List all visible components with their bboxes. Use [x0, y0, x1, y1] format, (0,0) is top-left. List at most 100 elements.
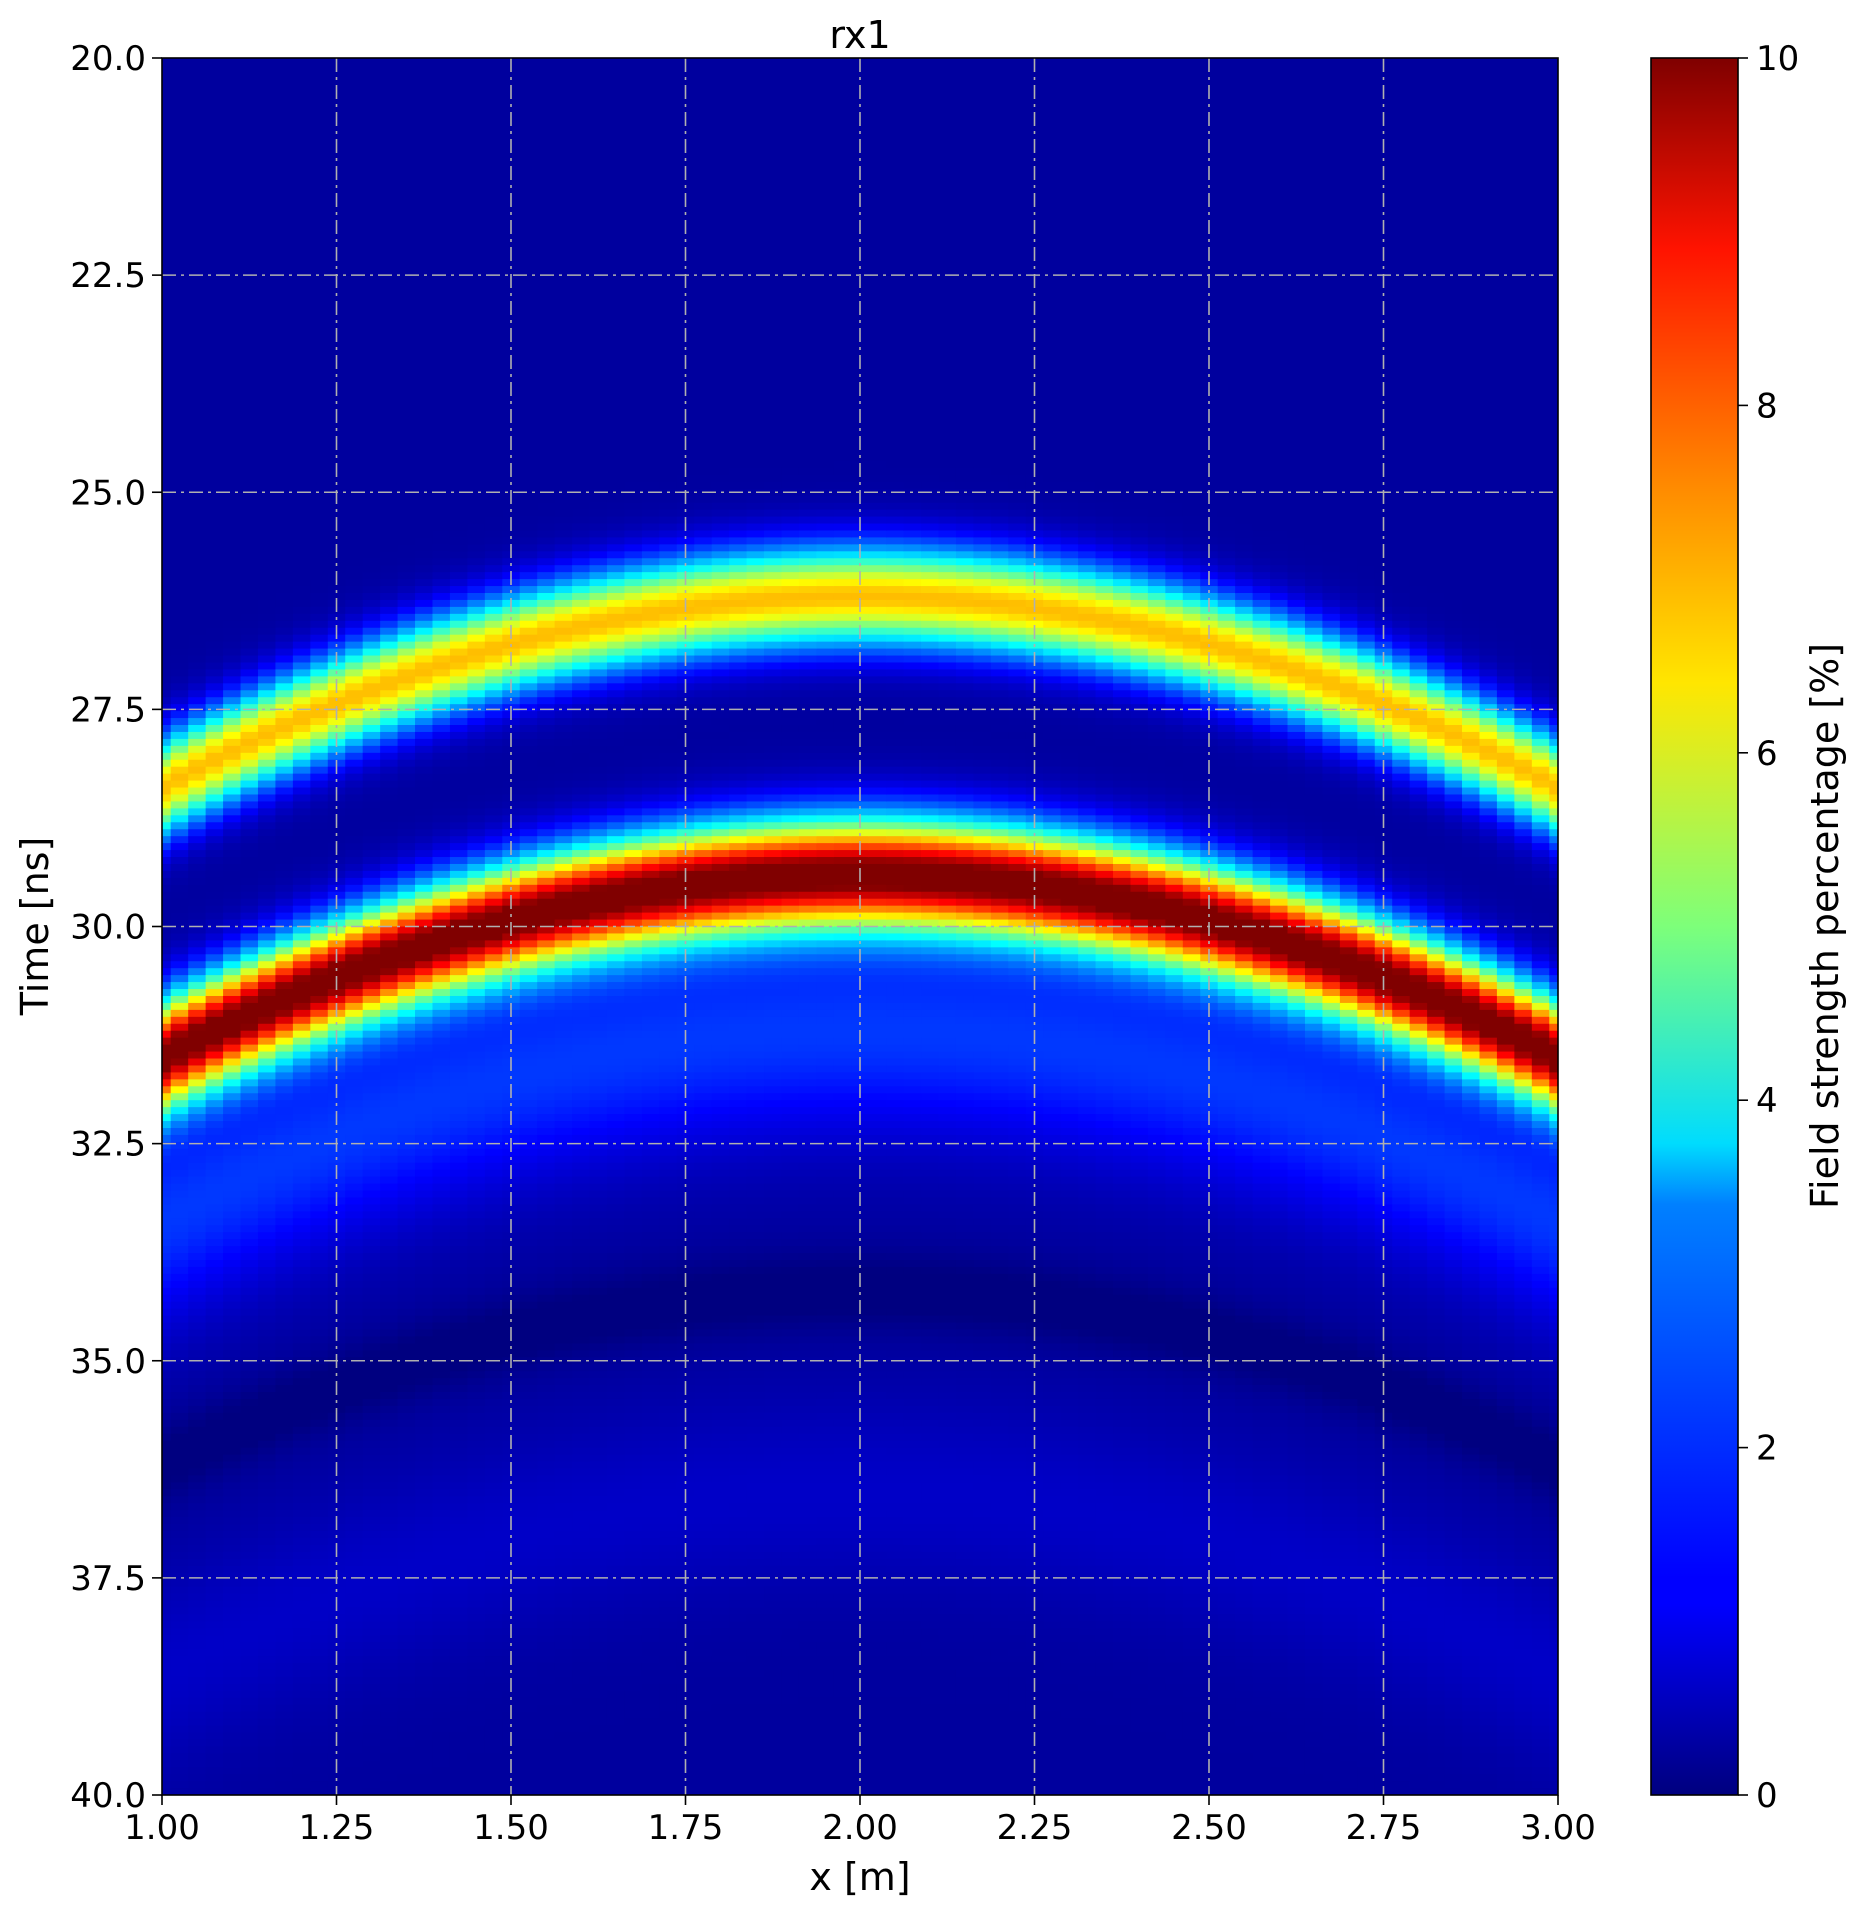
heatmap-cell: [257, 669, 277, 677]
heatmap-cell: [275, 641, 294, 650]
heatmap-cell: [240, 1746, 259, 1754]
heatmap-cell: [449, 1322, 468, 1331]
heatmap-cell: [659, 1517, 678, 1525]
heatmap-cell: [162, 1030, 172, 1039]
heatmap-cell: [589, 1107, 608, 1115]
heatmap-cell: [519, 1524, 538, 1546]
heatmap-cell: [362, 586, 381, 594]
heatmap-cell: [449, 613, 468, 622]
heatmap-cell: [606, 954, 626, 962]
heatmap-cell: [257, 1155, 277, 1164]
heatmap-cell: [449, 898, 468, 907]
heatmap-cell: [223, 1107, 242, 1115]
heatmap-cell: [188, 648, 207, 657]
heatmap-cell: [345, 1308, 364, 1317]
heatmap-cell: [380, 606, 399, 615]
heatmap-cell: [519, 1023, 538, 1039]
heatmap-cell: [170, 1412, 189, 1421]
heatmap-cell: [257, 1350, 277, 1358]
heatmap-cell: [415, 1329, 434, 1338]
heatmap-cell: [659, 1273, 678, 1282]
heatmap-cell: [484, 1002, 503, 1011]
heatmap-cell: [275, 1676, 294, 1685]
heatmap-cell: [415, 912, 434, 921]
heatmap-cell: [415, 1190, 434, 1199]
heatmap-cell: [415, 1496, 434, 1504]
heatmap-cell: [484, 565, 503, 573]
heatmap-cell: [188, 933, 207, 941]
heatmap-cell: [537, 1239, 556, 1247]
heatmap-cell: [188, 1419, 207, 1428]
heatmap-cell: [310, 780, 329, 789]
heatmap-cell: [606, 1023, 626, 1032]
heatmap-cell: [554, 1273, 573, 1282]
heatmap-cell: [449, 926, 468, 948]
heatmap-cell: [257, 641, 277, 650]
heatmap-cell: [467, 947, 486, 955]
heatmap-cell: [257, 731, 277, 740]
heatmap-cell: [397, 1287, 416, 1296]
heatmap-cell: [380, 1607, 399, 1615]
heatmap-cell: [310, 1350, 329, 1358]
heatmap-cell: [240, 1343, 259, 1351]
heatmap-cell: [345, 579, 364, 587]
heatmap-cell: [205, 1392, 224, 1400]
heatmap-cell: [257, 1753, 277, 1761]
heatmap-cell: [380, 1405, 399, 1414]
heatmap-cell: [223, 1308, 242, 1317]
heatmap-cell: [397, 1260, 416, 1268]
heatmap-cell: [467, 1656, 486, 1664]
heatmap-cell: [484, 1503, 503, 1511]
heatmap-cell: [484, 1600, 503, 1609]
heatmap-cell: [467, 1280, 486, 1289]
heatmap-cell: [624, 58, 643, 483]
heatmap-cell: [467, 662, 486, 671]
heatmap-cell: [449, 1461, 468, 1470]
heatmap-cell: [449, 1107, 468, 1115]
heatmap-cell: [519, 1169, 538, 1178]
heatmap-cell: [519, 1739, 538, 1795]
heatmap-cell: [554, 1294, 573, 1303]
heatmap-cell: [589, 1169, 608, 1178]
heatmap-cell: [694, 551, 713, 559]
heatmap-cell: [310, 1440, 329, 1449]
heatmap-cell: [467, 1127, 486, 1136]
heatmap-cell: [223, 1593, 242, 1602]
heatmap-cell: [205, 1600, 224, 1609]
heatmap-cell: [432, 1114, 451, 1122]
heatmap-cell: [240, 697, 259, 705]
heatmap-cell: [415, 738, 434, 747]
heatmap-cell: [380, 1350, 399, 1393]
heatmap-cell: [310, 1239, 329, 1247]
heatmap-cell: [572, 1190, 591, 1199]
heatmap-cell: [554, 989, 573, 997]
heatmap-cell: [327, 1586, 346, 1602]
heatmap-cell: [310, 1454, 329, 1463]
heatmap-cell: [537, 1301, 556, 1310]
heatmap-cell: [572, 1461, 591, 1470]
heatmap-cell: [484, 1266, 503, 1275]
heatmap-cell: [572, 801, 591, 809]
heatmap-cell: [624, 1169, 643, 1178]
heatmap-cell: [257, 1558, 277, 1567]
heatmap-cell: [606, 940, 626, 948]
heatmap-cell: [310, 808, 329, 816]
heatmap-cell: [345, 1134, 364, 1143]
heatmap-cell: [257, 1121, 277, 1129]
heatmap-cell: [257, 995, 277, 1018]
heatmap-cell: [223, 1162, 242, 1171]
heatmap-cell: [484, 613, 503, 622]
heatmap-cell: [170, 898, 189, 914]
heatmap-cell: [606, 606, 626, 615]
heatmap-cell: [519, 1148, 538, 1157]
heatmap-cell: [641, 1162, 660, 1171]
heatmap-cell: [310, 1266, 329, 1275]
heatmap-cell: [292, 1503, 311, 1511]
heatmap-cell: [641, 1183, 660, 1192]
heatmap-cell: [415, 1433, 434, 1442]
heatmap-cell: [519, 1378, 538, 1386]
heatmap-cell: [519, 1600, 538, 1609]
heatmap-cell: [327, 1239, 346, 1247]
heatmap-cell: [432, 1385, 451, 1393]
heatmap-cell: [162, 697, 172, 705]
